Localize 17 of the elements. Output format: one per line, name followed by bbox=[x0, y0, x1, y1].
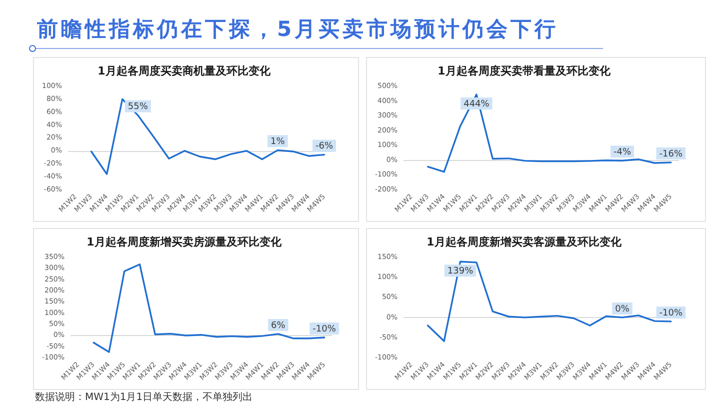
chart-title: 1月起各周度新增买卖房源量及环比变化 bbox=[86, 235, 282, 248]
text: 数据说明：MW1为1月1日单天数据，不单独列出 bbox=[35, 392, 253, 404]
data-label: -10% bbox=[659, 308, 683, 318]
data-label: 139% bbox=[447, 266, 474, 276]
data-label: -10% bbox=[312, 324, 336, 334]
chart-title: 1月起各周度买卖带看量及环比变化 bbox=[438, 64, 612, 78]
chart-title: 1月起各周度新增买卖客源量及环比变化 bbox=[426, 235, 622, 248]
text: 前瞻性指标仍在下探，5月买卖市场预计仍会下行 bbox=[37, 16, 559, 42]
data-label: -4% bbox=[614, 147, 632, 158]
data-label: 444% bbox=[464, 99, 490, 110]
data-label: -6% bbox=[315, 142, 334, 152]
data-label: 6% bbox=[271, 320, 286, 331]
chart-title: 1月起各周度买卖商机量及环比变化 bbox=[98, 64, 272, 78]
data-label: -16% bbox=[659, 149, 683, 160]
data-label: 1% bbox=[270, 137, 286, 148]
data-label: 55% bbox=[128, 102, 148, 112]
data-label: 0% bbox=[615, 304, 630, 314]
